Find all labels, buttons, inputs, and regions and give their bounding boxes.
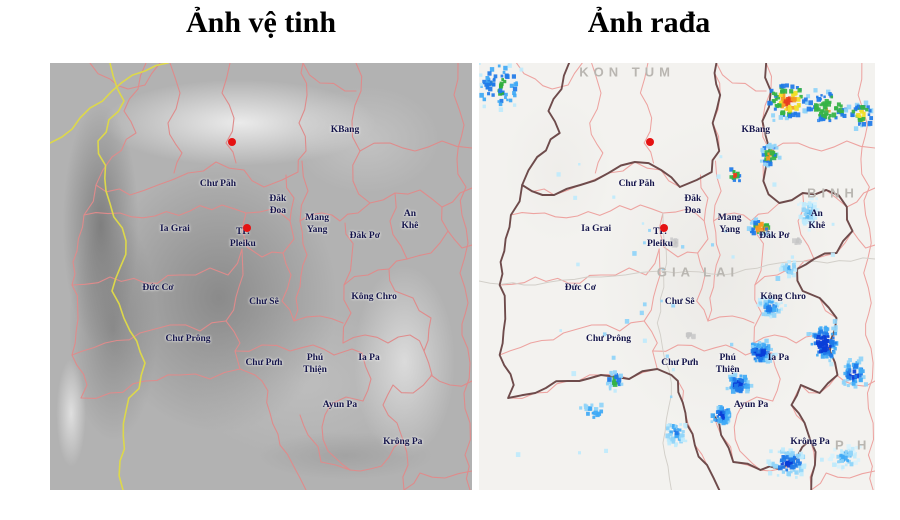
district-label-ch-p-h: Chư Pưh [245, 358, 283, 369]
district-label-tp-pleiku: TP. Pleiku [647, 227, 673, 249]
district-lines [71, 63, 472, 490]
district-label-ph-thi-n: Phú Thiện [715, 353, 740, 375]
district-label-kr-ng-pa: Krông Pa [790, 437, 830, 448]
satellite-title: Ảnh vệ tinh [185, 6, 337, 39]
province-label-gia-lai: GIA LAI [656, 264, 740, 280]
district-label-ia-grai: Ia Grai [159, 224, 190, 235]
radar-echo-kbang-small-cell [729, 167, 742, 183]
province-label-binh: BINH [807, 185, 859, 201]
district-label-ch-p-h: Chư Păh [618, 179, 655, 190]
radar-echo-band-core-3 [710, 405, 732, 426]
district-label-k-oa: Đăk Đoa [684, 194, 702, 217]
radar-echo-band-core-1 [750, 338, 775, 364]
district-label-kbang: KBang [330, 124, 360, 135]
radar-echo-chupuh-cell [605, 370, 624, 391]
radar-echo-urban-chuse [685, 332, 696, 340]
district-label-ia-grai: Ia Grai [581, 224, 612, 235]
district-label-ch-s: Chư Sê [664, 297, 695, 308]
district-label-an-kh: An Khê [401, 209, 419, 231]
radar-boundaries-svg [479, 63, 875, 490]
district-label-k-ng-chro: Kông Chro [351, 291, 397, 302]
radar-echo-urban-ankhe [792, 237, 802, 245]
district-label-ch-s: Chư Sê [249, 297, 279, 308]
district-label-ayun-pa: Ayun Pa [322, 399, 358, 410]
radar-echo-krongpa-rain [766, 447, 807, 479]
radar-echo-ayunpa-west-rain [665, 423, 688, 448]
radar-echo-nw-corner-rain [479, 63, 524, 112]
district-label-c-c: Đức Cơ [142, 282, 174, 293]
marker-station-north [645, 137, 654, 146]
radar-echo-east-heavy-1 [806, 319, 839, 363]
district-label-c-c: Đức Cơ [564, 282, 597, 293]
radar-echo-krongpa-east [827, 444, 862, 471]
district-label-k-p: Đăk Pơ [349, 230, 380, 241]
district-label-k-ng-chro: Kông Chro [760, 291, 806, 302]
district-label-mang-yang: Mang Yang [717, 212, 742, 235]
district-label-ch-p-h: Chư Pưh [661, 358, 699, 369]
radar-map: KBang Chư Păh Đăk Đoa Mang Yang An Khê Đăk Pơ… [479, 63, 875, 490]
district-label-an-kh: An Khê [808, 209, 826, 231]
radar-echo-mangyang-cell [746, 217, 771, 238]
district-label-kr-ng-pa: Krông Pa [383, 437, 423, 448]
province-label-p-h: P H [835, 437, 872, 453]
radar-echo-ne-storm-east [805, 88, 852, 123]
radar-echo-ne-storm-main [767, 83, 811, 122]
province-label-kon-tum: KON TUM [579, 64, 675, 80]
radar-echo-band-core-2 [725, 372, 754, 394]
district-label-mang-yang: Mang Yang [305, 212, 329, 235]
marker-station-north [227, 137, 236, 146]
radar-echo-ankhe-light-rain [797, 195, 822, 232]
radar-echo-band-north-1 [778, 260, 798, 279]
district-label-ia-pa: Ia Pa [767, 352, 790, 363]
international-border-lines [50, 63, 169, 490]
radar-title: Ảnh rađa [587, 6, 711, 39]
radar-echo-chupuh-scatter [579, 402, 604, 419]
satellite-map: KBang Chư Păh Đăk Đoa Mang Yang An Khê Đăk Pơ… [50, 63, 472, 490]
radar-echo-ne-corner-cell [850, 100, 874, 131]
district-label-ph-thi-n: Phú Thiện [303, 353, 327, 375]
district-label-k-p: Đăk Pơ [759, 230, 790, 241]
radar-echo-speckle-field [515, 155, 835, 462]
radar-echo-east-heavy-2 [841, 356, 868, 389]
district-label-k-oa: Đăk Đoa [269, 194, 287, 217]
radar-echo-kbang-cell [759, 142, 782, 168]
district-label-ia-pa: Ia Pa [358, 352, 380, 363]
radar-echo-urban-pleiku [669, 237, 679, 248]
district-label-ch-pr-ng: Chư Prông [165, 334, 211, 345]
district-label-ayun-pa: Ayun Pa [733, 399, 769, 410]
district-label-tp-pleiku: TP. Pleiku [229, 227, 256, 249]
satellite-boundaries-svg [50, 63, 472, 490]
district-label-kbang: KBang [741, 124, 771, 135]
district-label-ch-pr-ng: Chư Prông [585, 334, 631, 345]
marker-station-pleiku [659, 223, 668, 232]
marker-station-pleiku [243, 223, 252, 232]
district-label-ch-p-h: Chư Păh [199, 179, 236, 190]
